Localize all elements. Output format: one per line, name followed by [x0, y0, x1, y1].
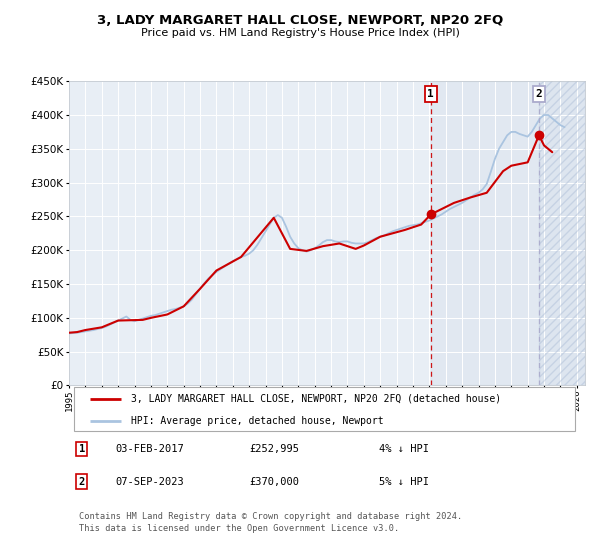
Text: 3, LADY MARGARET HALL CLOSE, NEWPORT, NP20 2FQ (detached house): 3, LADY MARGARET HALL CLOSE, NEWPORT, NP… [131, 394, 501, 404]
FancyBboxPatch shape [74, 388, 575, 431]
Text: Price paid vs. HM Land Registry's House Price Index (HPI): Price paid vs. HM Land Registry's House … [140, 28, 460, 38]
Text: £370,000: £370,000 [250, 477, 299, 487]
Text: 5% ↓ HPI: 5% ↓ HPI [379, 477, 428, 487]
Bar [539, 81, 585, 385]
Text: 2: 2 [79, 477, 85, 487]
Text: £252,995: £252,995 [250, 444, 299, 454]
Bar [431, 81, 539, 385]
Text: HPI: Average price, detached house, Newport: HPI: Average price, detached house, Newp… [131, 416, 383, 426]
Text: 03-FEB-2017: 03-FEB-2017 [115, 444, 184, 454]
Text: Contains HM Land Registry data © Crown copyright and database right 2024.
This d: Contains HM Land Registry data © Crown c… [79, 512, 463, 533]
Text: 3, LADY MARGARET HALL CLOSE, NEWPORT, NP20 2FQ: 3, LADY MARGARET HALL CLOSE, NEWPORT, NP… [97, 14, 503, 27]
Text: 1: 1 [79, 444, 85, 454]
Text: 2: 2 [536, 89, 542, 99]
Bar [539, 81, 585, 385]
Text: 4% ↓ HPI: 4% ↓ HPI [379, 444, 428, 454]
Text: 07-SEP-2023: 07-SEP-2023 [115, 477, 184, 487]
Text: 1: 1 [427, 89, 434, 99]
